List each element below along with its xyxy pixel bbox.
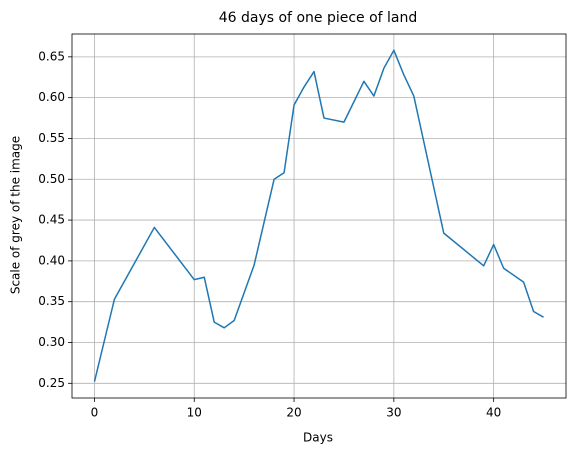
y-axis-label: Scale of grey of the image	[9, 136, 23, 294]
y-tick-label: 0.65	[38, 49, 65, 63]
x-tick-label: 30	[386, 406, 401, 420]
plot-frame	[71, 33, 567, 399]
y-tick-label: 0.30	[38, 335, 65, 349]
y-tick-label: 0.40	[38, 253, 65, 267]
y-tick-label: 0.55	[38, 131, 65, 145]
y-tick-label: 0.25	[38, 376, 65, 390]
x-tick-label: 20	[286, 406, 301, 420]
y-tick-label: 0.35	[38, 294, 65, 308]
y-tick-label: 0.50	[38, 172, 65, 186]
y-tick-label: 0.45	[38, 213, 65, 227]
x-axis-label: Days	[303, 431, 333, 445]
x-tick-label: 0	[91, 406, 99, 420]
x-tick-label: 10	[187, 406, 202, 420]
x-tick-label: 40	[486, 406, 501, 420]
chart-title: 46 days of one piece of land	[219, 10, 418, 26]
y-tick-label: 0.60	[38, 90, 65, 104]
data-line	[93, 49, 544, 382]
